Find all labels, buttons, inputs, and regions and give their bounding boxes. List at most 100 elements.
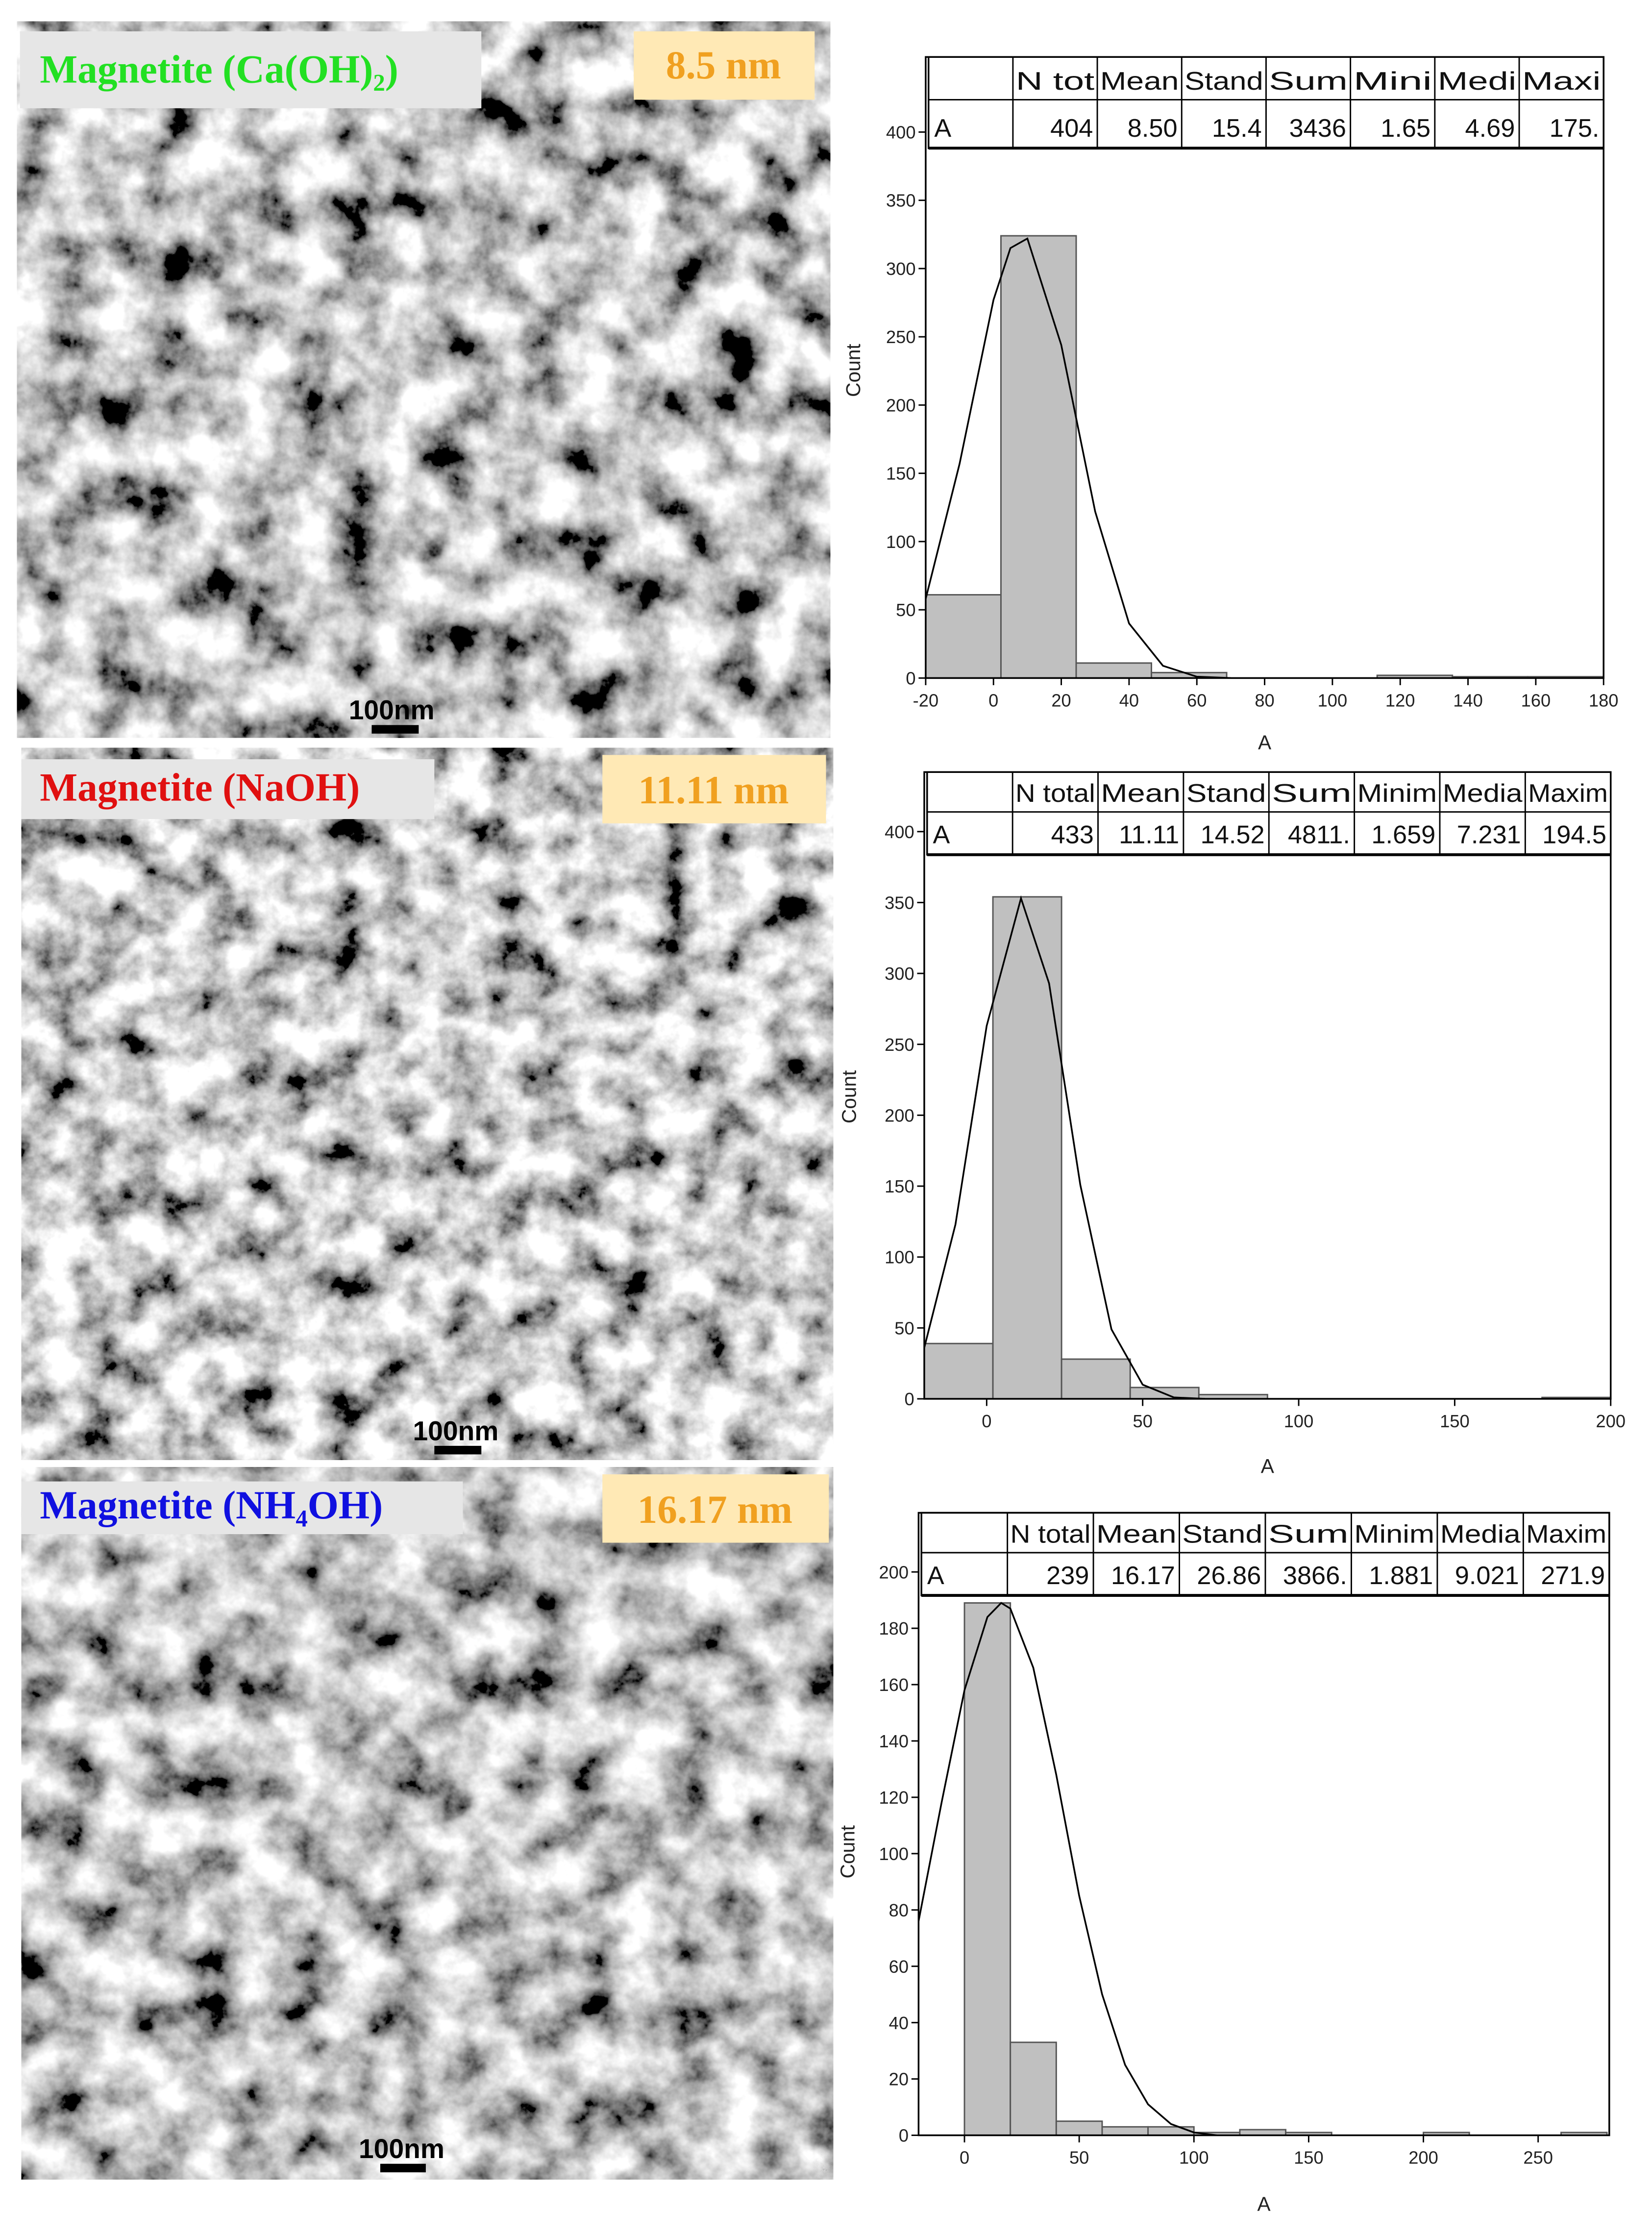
bar: [1055, 2120, 1103, 2136]
size-box: [634, 31, 815, 100]
bar: [1060, 1358, 1131, 1400]
table-header: Sum: [1272, 779, 1352, 808]
table-header: Medi: [1438, 67, 1517, 96]
table-cell: 14.52: [1201, 821, 1265, 849]
table-cell: 4.69: [1465, 114, 1515, 143]
x-tick-label: 0: [960, 2148, 969, 2168]
table-header: N total: [1015, 779, 1095, 808]
bar: [992, 896, 1062, 1400]
table-cell: 3436: [1289, 114, 1346, 143]
x-tick-label: 180: [1589, 691, 1619, 711]
table-header: Stand: [1184, 67, 1263, 96]
bar: [1010, 2041, 1057, 2136]
table-cell: 271.9: [1541, 1562, 1605, 1590]
table-header: Sum: [1268, 1520, 1349, 1549]
table-header: Media: [1440, 1520, 1521, 1549]
table-header: Mean: [1096, 1520, 1177, 1549]
table-cell: 8.50: [1128, 114, 1178, 143]
x-tick-label: 120: [1385, 691, 1415, 711]
y-tick-label: 300: [886, 259, 916, 279]
y-axis-label: Count: [842, 344, 864, 397]
scale-bar: [371, 725, 419, 734]
table-cell: 4811.: [1288, 821, 1350, 849]
y-tick-label: 100: [879, 1844, 909, 1864]
x-tick-label: 80: [1255, 691, 1274, 711]
panel-label: Magnetite (NH₄OH): [40, 1483, 383, 1527]
panel-label: Magnetite (NaOH): [40, 765, 360, 809]
fit-curve: [918, 1602, 1217, 2136]
y-tick-label: 400: [886, 123, 916, 143]
x-axis-label: A: [1258, 731, 1272, 754]
y-tick-label: 150: [886, 464, 916, 484]
scale-bar: [380, 2163, 426, 2173]
scale-bar: [434, 1445, 482, 1455]
bar: [1147, 2126, 1195, 2136]
table-header: Maxi: [1522, 67, 1601, 96]
bar: [963, 1602, 1011, 2136]
y-tick-label: 0: [899, 2126, 909, 2146]
table-cell: 7.231: [1457, 821, 1521, 849]
y-tick-label: 350: [886, 191, 916, 211]
table-cell: 1.65: [1381, 114, 1430, 143]
y-tick-label: 400: [885, 822, 914, 842]
x-tick-label: 20: [1051, 691, 1071, 711]
table-cell: 16.17: [1111, 1562, 1175, 1590]
y-axis-label: Count: [838, 1070, 861, 1124]
y-tick-label: 150: [885, 1176, 914, 1196]
scale-bar-label: 100nm: [413, 1416, 498, 1446]
table-header: Mean: [1101, 779, 1181, 808]
table-header: Minim: [1354, 1520, 1434, 1549]
table-cell: 9.021: [1455, 1562, 1519, 1590]
x-tick-label: 100: [1318, 691, 1348, 711]
table-header: Media: [1443, 779, 1523, 808]
x-axis-label: A: [1261, 1455, 1275, 1477]
y-tick-label: 50: [894, 1318, 914, 1338]
y-tick-label: 120: [879, 1788, 909, 1808]
y-tick-label: 100: [886, 532, 916, 552]
y-tick-label: 250: [885, 1035, 914, 1055]
table-header: Minim: [1357, 779, 1437, 808]
size-box: [602, 755, 826, 823]
table-cell: 175.: [1550, 114, 1600, 143]
y-tick-label: 250: [886, 327, 916, 347]
table-header: N total: [1010, 1520, 1090, 1549]
table-header: Sum: [1269, 67, 1348, 96]
x-axis-label: A: [1257, 2193, 1271, 2215]
x-tick-label: 60: [1187, 691, 1207, 711]
x-tick-label: 140: [1453, 691, 1483, 711]
tem-image: [17, 21, 831, 738]
tem-image: [21, 747, 834, 1460]
panel-label: Magnetite (Ca(OH)₂): [40, 47, 398, 92]
y-tick-label: 20: [889, 2069, 909, 2089]
y-tick-label: 180: [879, 1618, 909, 1639]
x-tick-label: 0: [982, 1411, 991, 1431]
panel-size: 16.17 nm: [638, 1487, 792, 1532]
table-cell: 404: [1050, 114, 1093, 143]
table-cell: 3866.: [1283, 1562, 1347, 1590]
y-axis-label: Count: [837, 1825, 859, 1879]
y-tick-label: 60: [889, 1957, 909, 1977]
table-cell: 11.11: [1119, 821, 1179, 849]
table-header: Maxim: [1526, 1520, 1606, 1549]
bar: [1101, 2126, 1149, 2136]
x-tick-label: 0: [988, 691, 998, 711]
bar: [925, 594, 1002, 679]
scale-bar-label: 100nm: [359, 2134, 444, 2164]
label-box: [21, 759, 435, 820]
table-cell: 433: [1051, 821, 1094, 849]
y-tick-label: 350: [885, 893, 914, 913]
y-tick-label: 0: [904, 1389, 914, 1409]
table-header: Maxim: [1528, 779, 1608, 808]
fit-curve: [924, 895, 1206, 1399]
table-cell: 1.659: [1371, 821, 1435, 849]
table-header: Mini: [1353, 67, 1432, 96]
y-tick-label: 50: [896, 600, 915, 620]
y-tick-label: 200: [879, 1562, 909, 1582]
y-tick-label: 140: [879, 1731, 909, 1751]
table-cell: 194.5: [1542, 821, 1606, 849]
x-tick-label: 100: [1284, 1411, 1314, 1431]
x-tick-label: 150: [1440, 1411, 1470, 1431]
bar: [1000, 235, 1077, 679]
table-header: Stand: [1182, 1520, 1262, 1549]
x-tick-label: 160: [1521, 691, 1551, 711]
